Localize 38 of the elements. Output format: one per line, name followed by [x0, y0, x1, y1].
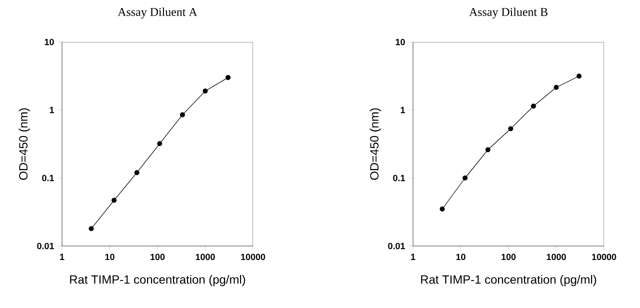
point	[440, 206, 445, 212]
x-tick-label: 100	[150, 254, 165, 260]
x-tick-label: 1000	[546, 254, 566, 260]
y-tick-label: 10	[44, 38, 54, 46]
x-axis-title: Rat TIMP-1 concentration (pg/ml)	[421, 274, 596, 286]
point	[554, 84, 559, 90]
point	[88, 226, 94, 232]
y-tick-label: 1	[50, 106, 54, 114]
point	[530, 104, 536, 109]
point	[180, 112, 185, 118]
y-axis-title: OD=450 (nm)	[18, 108, 30, 180]
y-axis-title: OD=450 (nm)	[370, 108, 381, 180]
point	[157, 141, 162, 146]
point	[134, 170, 140, 176]
x-tick-label: 1	[411, 254, 416, 260]
point	[485, 147, 490, 152]
y-tick-label: 1	[400, 106, 405, 114]
x-tick-label: 10	[456, 254, 466, 260]
y-tick-label: 10	[396, 38, 405, 46]
x-tick-label: 1	[60, 254, 64, 260]
chart-title: Assay Diluent A	[118, 8, 198, 18]
chart-title: Assay Diluent B	[469, 8, 548, 18]
x-tick-label: 10000	[592, 254, 616, 260]
x-tick-label: 100	[502, 254, 516, 260]
point	[462, 176, 468, 180]
y-tick-label: 0.1	[42, 174, 54, 182]
point	[202, 88, 208, 94]
y-tick-label: 0.1	[393, 174, 405, 182]
y-tick-label: 0.01	[37, 242, 54, 250]
x-tick-label: 10000	[241, 254, 266, 260]
point	[112, 198, 117, 203]
point	[226, 75, 231, 80]
point	[508, 126, 514, 132]
y-tick-label: 0.01	[388, 242, 405, 250]
x-tick-label: 1000	[196, 254, 215, 260]
x-axis-title: Rat TIMP-1 concentration (pg/ml)	[70, 274, 246, 286]
x-tick-label: 10	[105, 254, 114, 260]
point	[576, 74, 582, 79]
